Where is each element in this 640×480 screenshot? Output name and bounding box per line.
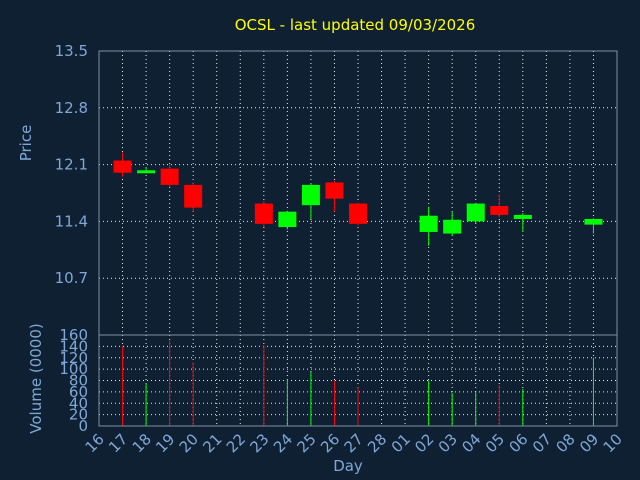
candle-body	[254, 203, 273, 224]
day-x-tick-label: 28	[364, 430, 390, 456]
day-x-tick-label: 24	[270, 430, 296, 456]
price-y-tick-label: 12.8	[55, 99, 88, 117]
candle-body	[113, 160, 132, 173]
candle	[466, 202, 485, 224]
candle	[254, 201, 273, 228]
volume-y-tick-label: 80	[69, 372, 88, 390]
day-x-tick-label: 18	[129, 430, 155, 456]
candle	[278, 210, 297, 230]
price-y-ticks: 13.5 12.8 12.1 11.4 10.7	[55, 42, 88, 287]
candle-body	[349, 203, 367, 224]
day-x-tick-label: 10	[600, 430, 626, 456]
volume-bars	[122, 340, 594, 426]
price-axis-label: Price	[17, 125, 35, 162]
candle	[160, 164, 179, 188]
candle	[113, 152, 132, 177]
volume-y-tick-label: 0	[78, 417, 88, 435]
price-y-tick-label: 11.4	[55, 212, 88, 230]
volume-y-tick-label: 40	[69, 394, 88, 412]
day-x-tick-label: 09	[576, 430, 602, 456]
day-x-tick-label: 06	[505, 430, 531, 456]
price-y-tick-label: 10.7	[55, 269, 88, 287]
day-x-tick-label: 08	[553, 430, 579, 456]
candle-body	[325, 182, 344, 199]
day-x-tick-label: 27	[341, 430, 367, 456]
candle-body	[278, 211, 297, 228]
volume-y-tick-label: 60	[69, 383, 88, 401]
candle	[513, 213, 532, 232]
candle	[443, 211, 462, 237]
chart-title: OCSL - last updated 09/03/2026	[235, 16, 476, 34]
volume-y-tick-label: 140	[59, 337, 88, 355]
day-x-tick-label: 21	[199, 430, 225, 456]
day-x-tick-label: 05	[482, 430, 508, 456]
candle	[301, 183, 320, 219]
candle-body	[443, 219, 462, 234]
day-x-tick-label: 17	[105, 430, 131, 456]
volume-y-tick-label: 120	[59, 349, 88, 367]
day-x-tick-label: 25	[294, 430, 320, 456]
candle	[349, 202, 367, 226]
candle	[184, 182, 203, 212]
candle-body	[301, 184, 320, 206]
price-y-tick-label: 12.1	[55, 156, 88, 174]
price-plot-frame	[98, 50, 618, 336]
volume-y-tick-label: 20	[69, 406, 88, 424]
day-x-tick-label: 07	[529, 430, 555, 456]
day-x-tick-label: 02	[411, 430, 437, 456]
candle-body	[137, 170, 156, 174]
volume-y-tick-label: 160	[59, 326, 88, 344]
price-grid	[98, 50, 618, 335]
price-y-tick-label: 13.5	[55, 42, 88, 60]
day-x-ticks: 1617181920212223242526272801020304050607…	[82, 430, 626, 456]
volume-plot-frame	[98, 334, 618, 427]
candlesticks	[113, 152, 603, 246]
day-x-tick-label: 23	[246, 430, 272, 456]
day-x-tick-label: 20	[176, 430, 202, 456]
candle	[490, 194, 509, 218]
day-x-tick-label: 22	[223, 430, 249, 456]
day-x-tick-label: 04	[458, 430, 484, 456]
candle	[419, 206, 438, 246]
candle-body	[490, 205, 509, 215]
day-x-tick-label: 01	[388, 430, 414, 456]
candle	[325, 180, 344, 212]
candle-body	[513, 214, 532, 219]
candle	[137, 167, 156, 174]
volume-y-tick-label: 100	[59, 360, 88, 378]
candle	[584, 218, 603, 234]
candle-body	[584, 218, 603, 225]
candle-body	[160, 168, 179, 185]
day-axis-label: Day	[333, 457, 363, 475]
day-x-tick-label: 26	[317, 430, 343, 456]
candle-body	[419, 215, 438, 232]
day-x-tick-label: 03	[435, 430, 461, 456]
candle-body	[466, 203, 485, 222]
day-x-tick-label: 19	[152, 430, 178, 456]
candle-body	[184, 184, 203, 208]
volume-axis-label: Volume (0000)	[27, 323, 45, 433]
